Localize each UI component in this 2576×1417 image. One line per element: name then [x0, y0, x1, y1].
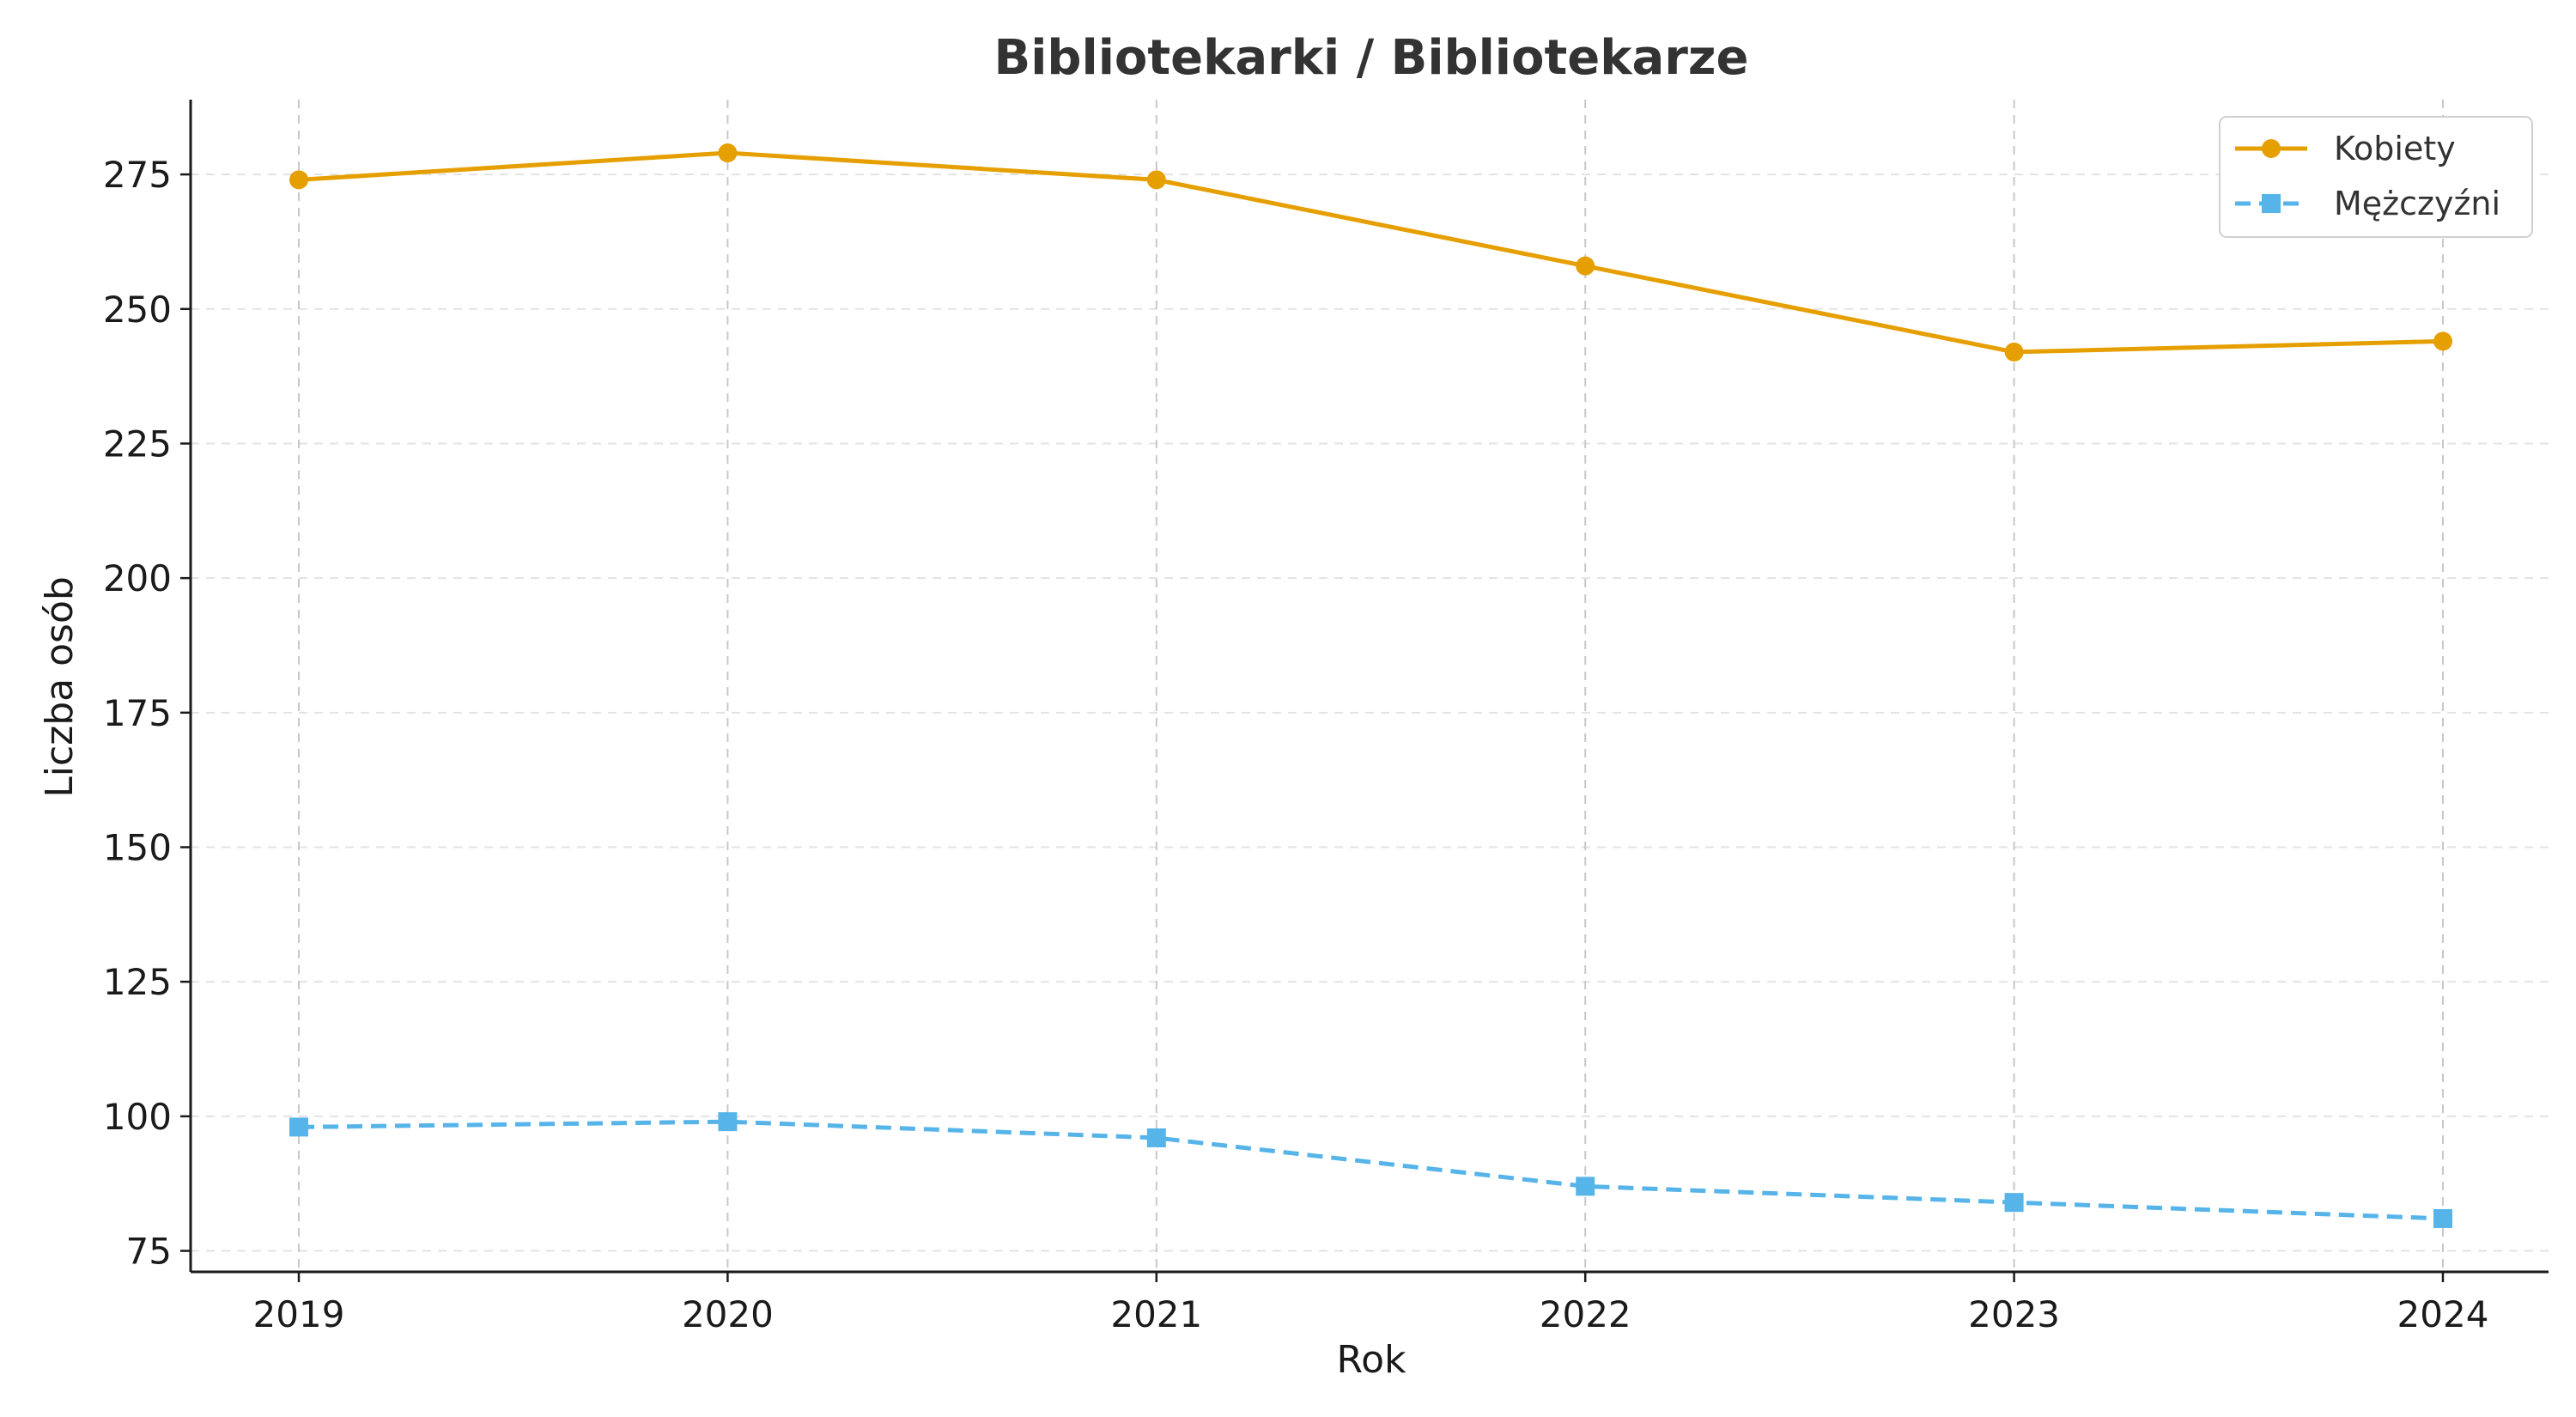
legend-entry: Mężczyźni: [2235, 185, 2500, 222]
grid-lines: [191, 100, 2549, 1272]
data-point: [2004, 1193, 2024, 1213]
legend: Kobiety Mężczyźni: [2219, 116, 2533, 238]
legend-entry: Kobiety: [2235, 130, 2456, 167]
x-tick-label: 2024: [2397, 1293, 2489, 1335]
y-tick-label: 100: [103, 1096, 172, 1138]
y-tick-label: 225: [103, 423, 172, 465]
y-axis-title: Liczba osób: [38, 576, 82, 798]
data-point: [718, 143, 738, 163]
data-series: [289, 143, 2452, 1228]
x-tick-label: 2020: [682, 1293, 774, 1335]
data-point: [2004, 342, 2024, 362]
data-point: [718, 1112, 738, 1132]
data-point: [2433, 331, 2452, 351]
y-tick-label: 75: [126, 1231, 172, 1273]
tick-labels: 75 100 125 150 175 200 225 250 275 2019 2020 2021 20…: [103, 154, 2489, 1335]
data-point: [1576, 256, 1595, 276]
data-point: [2433, 1208, 2452, 1228]
y-tick-label: 175: [103, 692, 172, 734]
data-point: [1146, 1128, 1166, 1147]
y-tick-label: 250: [103, 289, 172, 331]
series-line: [298, 1119, 2444, 1221]
x-tick-label: 2021: [1110, 1293, 1202, 1335]
legend-label: Kobiety: [2334, 130, 2456, 167]
chart-title: Bibliotekarki / Bibliotekarze: [994, 30, 1749, 86]
legend-label: Mężczyźni: [2334, 185, 2500, 222]
series-mezczyzni: [289, 1112, 2452, 1228]
series-kobiety: [289, 143, 2452, 362]
series-line: [296, 150, 2445, 355]
legend-marker: [2262, 139, 2281, 158]
y-tick-label: 200: [103, 557, 172, 599]
data-point: [289, 1117, 308, 1137]
x-tick-label: 2019: [253, 1293, 345, 1335]
data-point: [289, 170, 308, 190]
axes: [180, 100, 2549, 1282]
y-tick-label: 150: [103, 827, 172, 869]
y-tick-label: 275: [103, 154, 172, 196]
x-tick-label: 2022: [1540, 1293, 1631, 1335]
x-axis-title: Rok: [1337, 1338, 1407, 1382]
x-tick-label: 2023: [1968, 1293, 2060, 1335]
data-point: [1576, 1177, 1595, 1196]
data-point: [1146, 170, 1166, 190]
y-tick-label: 125: [103, 961, 172, 1003]
legend-marker: [2262, 194, 2281, 213]
